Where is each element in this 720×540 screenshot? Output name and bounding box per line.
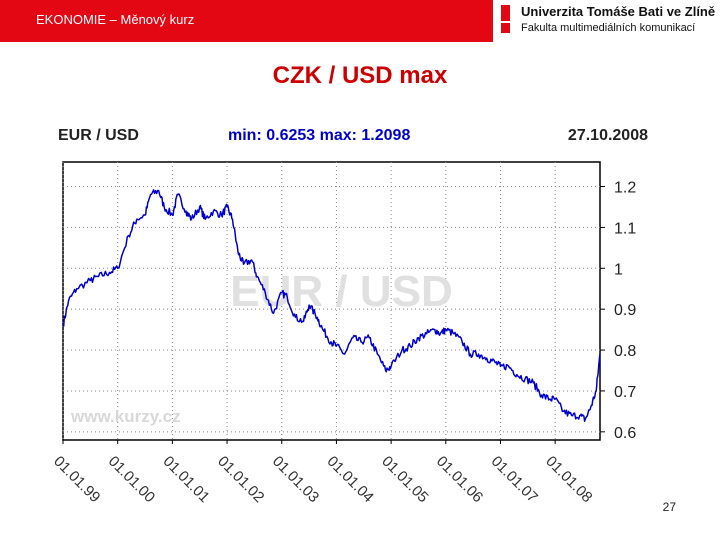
y-tick-label: 1.1	[614, 220, 636, 237]
plot-area	[62, 161, 601, 441]
y-tick-label: 0.8	[614, 343, 636, 360]
logo-mark-icon	[501, 5, 510, 21]
source-watermark: www.kurzy.cz	[70, 407, 181, 426]
section-title: EKONOMIE – Měnový kurz	[36, 12, 195, 27]
x-tick-label: 01.01.00	[105, 453, 158, 506]
chart-date: 27.10.2008	[568, 127, 648, 144]
y-tick-label: 0.9	[614, 302, 636, 319]
y-tick-label: 1	[614, 261, 623, 278]
x-tick-label: 01.01.08	[542, 453, 595, 506]
exchange-rate-chart: EUR / USD min: 0.6253 max: 1.2098 27.10.20…	[50, 127, 648, 506]
logo-line-1: Univerzita Tomáše Bati ve Zlíně	[521, 4, 716, 19]
chart-title: EUR / USD	[58, 127, 139, 144]
x-tick-label: 01.01.01	[160, 453, 213, 506]
y-tick-label: 1.2	[614, 180, 636, 197]
slide-title: CZK / USD max	[272, 62, 448, 89]
x-tick-label: 01.01.99	[50, 453, 103, 506]
logo-line-2: Fakulta multimediálních komunikací	[521, 22, 696, 34]
university-logo: Univerzita Tomáše Bati ve Zlíně Fakulta …	[493, 0, 720, 42]
header-bar: EKONOMIE – Měnový kurz	[0, 0, 493, 42]
page-number: 27	[662, 500, 676, 514]
x-tick-label: 01.01.07	[488, 453, 541, 506]
eur-usd-series-line	[62, 189, 601, 422]
x-tick-label: 01.01.04	[324, 453, 377, 506]
chart-watermark: EUR / USD	[230, 267, 452, 316]
logo-mark-lower-icon	[501, 23, 510, 33]
x-tick-label: 01.01.06	[433, 453, 486, 506]
y-tick-label: 0.7	[614, 384, 636, 401]
x-tick-label: 01.01.05	[378, 453, 431, 506]
x-tick-label: 01.01.03	[269, 453, 322, 506]
y-tick-label: 0.6	[614, 425, 636, 442]
x-tick-label: 01.01.02	[214, 453, 267, 506]
chart-stats: min: 0.6253 max: 1.2098	[228, 127, 410, 144]
